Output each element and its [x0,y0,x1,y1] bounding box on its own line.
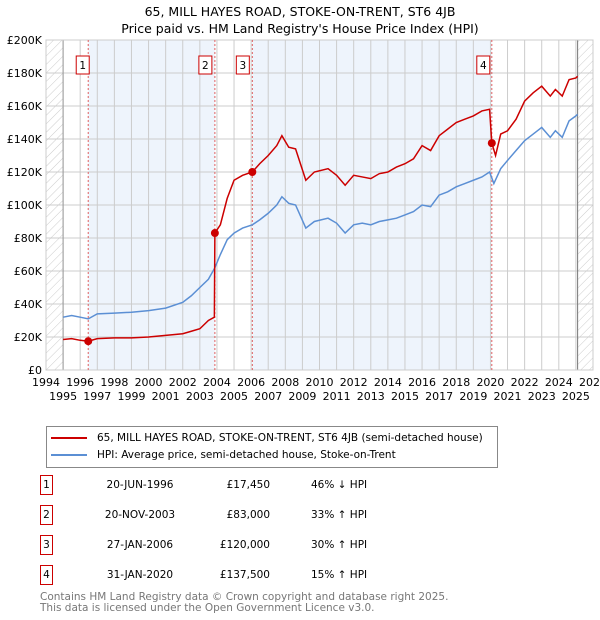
sale-hpi-diff: 15% ↑ HPI [311,569,368,581]
y-tick-label: £60K [14,265,43,278]
property-price-line [63,75,579,342]
footer: Contains HM Land Registry data © Crown c… [40,592,448,614]
legend-swatch-property [51,437,87,439]
sale-price: £17,450 [226,479,270,491]
sale-row: 3 27-JAN-2006 £120,000 30% ↑ HPI [40,535,440,555]
x-tick-label: 2024 [545,376,573,389]
sale-price: £137,500 [219,569,270,581]
x-tick-label: 2014 [374,376,402,389]
footer-line-2: This data is licensed under the Open Gov… [40,602,375,614]
price-chart: 1994199519961997199819992000200120022003… [7,34,600,403]
x-tick-label: 2009 [288,390,316,403]
sale-point [210,229,219,238]
sale-hpi-diff: 33% ↑ HPI [311,509,368,521]
x-tick-label: 2004 [203,376,231,389]
sale-hpi-diff: 30% ↑ HPI [311,539,368,551]
y-tick-label: £100K [7,199,43,212]
x-tick-label: 2023 [528,390,556,403]
x-tick-label: 2006 [237,376,265,389]
sale-hpi-diff: 46% ↓ HPI [311,479,368,491]
sale-point [84,337,93,346]
x-tick-label: 1997 [83,390,111,403]
x-tick-label: 2015 [391,390,419,403]
x-tick-label: 2016 [408,376,436,389]
title-line-2: Price paid vs. HM Land Registry's House … [121,21,479,36]
legend-swatch-hpi [51,454,87,456]
x-tick-label: 2011 [323,390,351,403]
title-line-1: 65, MILL HAYES ROAD, STOKE-ON-TRENT, ST6… [144,4,456,19]
sale-marker-label: 3 [239,60,246,72]
x-tick-label: 2017 [425,390,453,403]
sale-row: 4 31-JAN-2020 £137,500 15% ↑ HPI [40,565,440,585]
legend-item-property: 65, MILL HAYES ROAD, STOKE-ON-TRENT, ST6… [47,430,483,446]
x-tick-label: 2021 [494,390,522,403]
plot-border [45,39,594,371]
sale-marker-label: 3 [40,535,53,555]
x-tick-label: 2025 [562,390,590,403]
legend-label-hpi: HPI: Average price, semi-detached house,… [97,449,396,461]
y-tick-label: £0 [28,364,42,377]
x-tick-label: 2003 [186,390,214,403]
x-tick-label: 2005 [220,390,248,403]
x-tick-label: 2010 [306,376,334,389]
x-tick-label: 2026 [579,376,600,389]
x-tick-label: 2002 [169,376,197,389]
x-tick-label: 2013 [357,390,385,403]
x-tick-label: 1998 [100,376,128,389]
x-tick-label: 2001 [152,390,180,403]
y-tick-label: £160K [7,100,43,113]
x-tick-label: 2019 [459,390,487,403]
sale-date: 27-JAN-2006 [106,539,174,551]
x-tick-label: 2008 [271,376,299,389]
y-tick-label: £180K [7,67,43,80]
sale-marker-label: 2 [40,505,53,525]
chart-title: 65, MILL HAYES ROAD, STOKE-ON-TRENT, ST6… [0,3,600,37]
y-tick-label: £120K [7,166,43,179]
x-tick-label: 1999 [117,390,145,403]
legend: 65, MILL HAYES ROAD, STOKE-ON-TRENT, ST6… [46,426,498,468]
x-tick-label: 2020 [476,376,504,389]
y-tick-label: £200K [7,34,43,47]
x-tick-label: 2012 [340,376,368,389]
sale-marker-label: 4 [40,565,53,585]
sale-marker-label: 1 [79,60,86,72]
sale-row: 1 20-JUN-1996 £17,450 46% ↓ HPI [40,475,440,495]
sale-price: £120,000 [219,539,270,551]
sale-marker-label: 2 [202,60,209,72]
x-tick-label: 2018 [442,376,470,389]
legend-item-hpi: HPI: Average price, semi-detached house,… [47,447,396,463]
hpi-line [62,113,579,320]
sale-price: £83,000 [226,509,270,521]
sale-marker-label: 4 [480,60,487,72]
sale-point [487,139,496,148]
y-tick-label: £140K [7,133,43,146]
x-tick-label: 1995 [49,390,77,403]
sale-date: 31-JAN-2020 [106,569,174,581]
sale-marker-box [198,55,213,75]
y-tick-label: £40K [14,298,43,311]
sale-marker-box [75,55,90,75]
x-tick-label: 1996 [66,376,94,389]
x-tick-label: 1994 [32,376,60,389]
sale-marker-box [235,55,250,75]
x-tick-label: 2022 [511,376,539,389]
sale-marker-label: 1 [40,475,53,495]
legend-label-property: 65, MILL HAYES ROAD, STOKE-ON-TRENT, ST6… [97,432,483,444]
sale-row: 2 20-NOV-2003 £83,000 33% ↑ HPI [40,505,440,525]
y-tick-label: £80K [14,232,43,245]
footer-line-1: Contains HM Land Registry data © Crown c… [40,591,449,603]
sale-marker-box [476,55,491,75]
sale-point [248,168,257,176]
y-tick-label: £20K [14,331,43,344]
x-tick-label: 2007 [254,390,282,403]
sale-date: 20-JUN-1996 [106,479,174,491]
sale-date: 20-NOV-2003 [104,509,176,521]
x-tick-label: 2000 [135,376,163,389]
